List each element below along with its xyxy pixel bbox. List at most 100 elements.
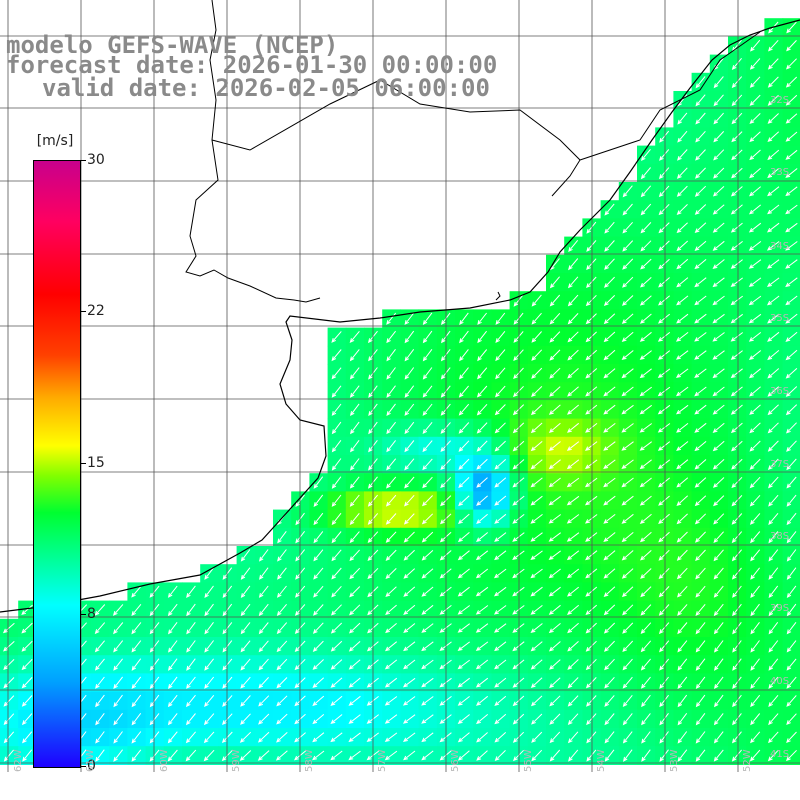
wind-arrow bbox=[113, 731, 123, 744]
wind-arrow bbox=[494, 532, 507, 542]
wind-arrow bbox=[694, 495, 707, 507]
wind-arrow bbox=[785, 368, 798, 379]
wind-arrow bbox=[639, 350, 652, 360]
wind-arrow bbox=[658, 167, 670, 180]
wind-arrow bbox=[695, 76, 706, 89]
wind-arrow bbox=[457, 532, 470, 543]
wind-arrow bbox=[730, 313, 743, 324]
wind-arrow bbox=[730, 186, 743, 197]
wind-arrow bbox=[768, 731, 779, 744]
wind-arrow bbox=[713, 603, 724, 617]
wind-arrow bbox=[113, 749, 123, 762]
wind-arrow bbox=[621, 441, 634, 451]
wind-arrow bbox=[476, 695, 489, 706]
wind-arrow bbox=[330, 640, 343, 652]
wind-arrow bbox=[457, 586, 470, 597]
wind-arrow bbox=[204, 603, 214, 617]
wind-arrow bbox=[658, 622, 670, 635]
wind-arrow bbox=[168, 658, 178, 671]
wind-arrow bbox=[567, 659, 579, 670]
wind-arrow bbox=[732, 603, 742, 617]
wind-arrow bbox=[586, 276, 597, 289]
wind-arrow bbox=[258, 603, 269, 617]
wind-arrow bbox=[768, 603, 779, 617]
wind-arrow bbox=[730, 259, 743, 269]
wind-arrow bbox=[657, 368, 671, 378]
wind-arrow bbox=[149, 731, 160, 744]
wind-arrow bbox=[422, 403, 433, 416]
wind-arrow bbox=[186, 622, 196, 635]
wind-arrow bbox=[276, 585, 287, 598]
wind-arrow bbox=[350, 458, 360, 471]
wind-arrow bbox=[767, 76, 779, 88]
wind-arrow bbox=[21, 604, 33, 616]
wind-arrow bbox=[732, 640, 742, 653]
wind-arrow bbox=[113, 622, 124, 635]
wind-arrow bbox=[530, 422, 543, 434]
wind-arrow bbox=[385, 513, 397, 525]
wind-arrow bbox=[404, 476, 415, 489]
wind-arrow bbox=[621, 295, 634, 306]
wind-arrow bbox=[493, 605, 507, 615]
wind-arrow bbox=[204, 640, 214, 653]
lat-label: 32S bbox=[770, 95, 790, 106]
wind-arrow bbox=[566, 441, 580, 451]
wind-arrow bbox=[767, 458, 779, 471]
wind-arrow bbox=[131, 713, 142, 726]
wind-arrow bbox=[767, 94, 779, 106]
wind-arrow bbox=[149, 749, 160, 762]
wind-arrow bbox=[459, 312, 469, 326]
wind-arrow bbox=[694, 167, 706, 179]
wind-arrow bbox=[621, 495, 634, 506]
colorbar-label-30: 30 bbox=[87, 152, 105, 168]
wind-arrow bbox=[712, 350, 725, 360]
wind-arrow bbox=[731, 458, 743, 470]
wind-arrow bbox=[785, 277, 798, 288]
wind-arrow bbox=[730, 241, 743, 251]
wind-arrow bbox=[713, 513, 725, 525]
wind-arrow bbox=[732, 622, 742, 635]
wind-arrow bbox=[3, 731, 15, 744]
wind-arrow bbox=[331, 440, 342, 453]
wind-arrow bbox=[331, 349, 342, 362]
wind-arrow bbox=[730, 204, 743, 215]
wind-arrow bbox=[785, 94, 798, 106]
wind-arrow bbox=[494, 641, 507, 652]
wind-arrow bbox=[658, 222, 670, 234]
wind-arrow bbox=[386, 458, 397, 471]
wind-arrow bbox=[131, 749, 142, 762]
wind-arrow bbox=[2, 622, 15, 634]
wind-arrow bbox=[494, 404, 506, 416]
wind-arrow bbox=[621, 459, 634, 469]
wind-arrow bbox=[766, 241, 780, 251]
wind-arrow bbox=[659, 658, 670, 671]
wind-arrow bbox=[586, 713, 597, 726]
wind-arrow bbox=[3, 641, 15, 652]
wind-arrow bbox=[785, 58, 797, 70]
wind-arrow bbox=[640, 240, 652, 252]
wind-arrow bbox=[458, 495, 470, 507]
wind-arrow bbox=[695, 130, 706, 143]
wind-arrow bbox=[3, 695, 15, 707]
wind-arrow bbox=[222, 713, 233, 725]
wind-arrow bbox=[477, 349, 488, 362]
wind-arrow bbox=[530, 532, 543, 542]
wind-arrow bbox=[422, 312, 433, 326]
wind-arrow bbox=[786, 585, 797, 599]
wind-arrow bbox=[768, 676, 779, 689]
wind-arrow bbox=[712, 259, 725, 270]
wind-arrow bbox=[21, 622, 33, 634]
wind-arrow bbox=[604, 658, 615, 671]
wind-arrow bbox=[477, 367, 488, 380]
wind-arrow bbox=[113, 713, 123, 726]
wind-arrow bbox=[712, 422, 725, 433]
wind-arrow bbox=[457, 750, 470, 761]
wind-arrow bbox=[204, 567, 214, 580]
wind-arrow bbox=[694, 295, 707, 306]
wind-arrow bbox=[530, 404, 543, 416]
wind-arrow bbox=[403, 586, 416, 597]
wind-arrow bbox=[603, 331, 616, 343]
wind-arrow bbox=[131, 622, 142, 635]
wind-arrow bbox=[422, 458, 433, 471]
wind-arrow bbox=[421, 586, 434, 597]
